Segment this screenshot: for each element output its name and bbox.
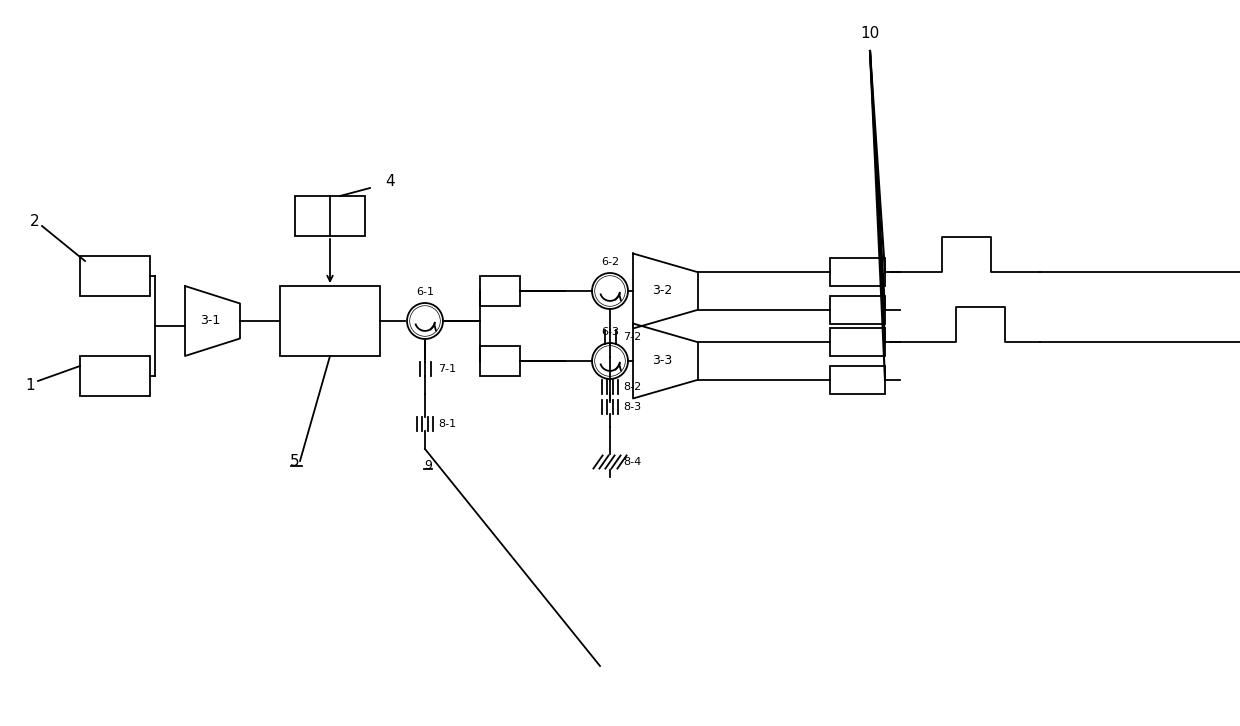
Bar — [480, 276, 520, 306]
Text: 7-1: 7-1 — [438, 364, 456, 374]
Bar — [81, 356, 150, 396]
Text: 2: 2 — [30, 213, 40, 229]
Text: 3-1: 3-1 — [200, 314, 219, 327]
Text: 8-2: 8-2 — [622, 382, 641, 392]
Bar — [830, 295, 885, 324]
Text: 6-1: 6-1 — [415, 287, 434, 297]
Bar — [295, 196, 365, 236]
Text: 5: 5 — [290, 454, 300, 468]
Text: 6-3: 6-3 — [601, 327, 619, 337]
Text: 8-1: 8-1 — [438, 419, 456, 429]
Text: 3-2: 3-2 — [652, 285, 672, 298]
Bar — [81, 256, 150, 296]
Text: 8-3: 8-3 — [622, 402, 641, 412]
Polygon shape — [632, 324, 698, 399]
Bar — [830, 366, 885, 393]
Text: 8-4: 8-4 — [622, 457, 641, 467]
Bar — [280, 286, 379, 356]
Text: 1: 1 — [25, 378, 35, 393]
Polygon shape — [632, 253, 698, 328]
Polygon shape — [185, 286, 241, 356]
Text: 4: 4 — [386, 174, 394, 189]
Text: 10: 10 — [861, 26, 879, 41]
Text: 7-2: 7-2 — [622, 332, 641, 342]
Text: 9: 9 — [424, 459, 432, 472]
Bar — [830, 258, 885, 286]
Bar — [830, 328, 885, 356]
Bar — [480, 346, 520, 376]
Text: 6-2: 6-2 — [601, 257, 619, 267]
Text: 3-3: 3-3 — [652, 354, 672, 367]
